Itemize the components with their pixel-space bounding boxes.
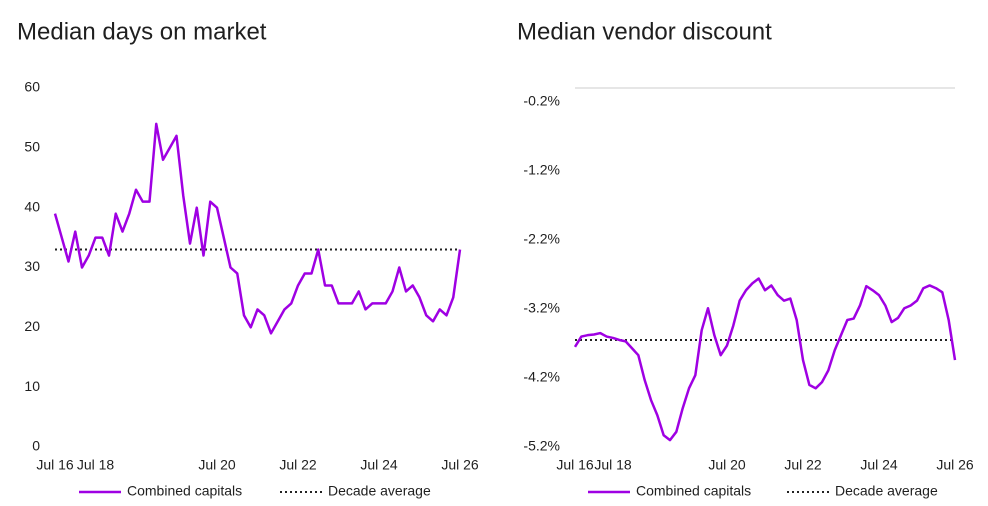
legend-label: Combined capitals [636, 483, 751, 499]
legend-label: Combined capitals [127, 483, 242, 499]
y-tick-label: 30 [24, 258, 40, 274]
y-tick-label: 0 [32, 438, 40, 454]
x-tick-label: Jul 26 [441, 457, 479, 473]
legend-label: Decade average [328, 483, 431, 499]
x-tick-label: Jul 22 [784, 457, 822, 473]
chart-title: Median days on market [17, 18, 267, 45]
y-tick-label: -4.2% [523, 369, 560, 385]
y-tick-label: -0.2% [523, 93, 560, 109]
x-tick-label: Jul 24 [860, 457, 898, 473]
x-tick-label: Jul 18 [77, 457, 115, 473]
y-tick-label: -3.2% [523, 300, 560, 316]
x-tick-label: Jul 20 [198, 457, 236, 473]
chart-title: Median vendor discount [517, 18, 772, 45]
data-line [573, 277, 957, 442]
x-tick-label: Jul 26 [936, 457, 974, 473]
legend-label: Decade average [835, 483, 938, 499]
x-tick-label: Jul 16 [556, 457, 594, 473]
x-tick-label: Jul 22 [279, 457, 317, 473]
y-tick-label: -5.2% [523, 438, 560, 454]
x-tick-label: Jul 20 [708, 457, 746, 473]
y-tick-label: 10 [24, 378, 40, 394]
y-tick-label: 50 [24, 139, 40, 155]
y-tick-label: -1.2% [523, 162, 560, 178]
y-tick-label: -2.2% [523, 231, 560, 247]
x-tick-label: Jul 18 [594, 457, 632, 473]
y-tick-label: 60 [24, 79, 40, 95]
x-tick-label: Jul 24 [360, 457, 398, 473]
y-tick-label: 40 [24, 198, 40, 214]
y-tick-label: 20 [24, 318, 40, 334]
data-line [53, 122, 462, 335]
x-tick-label: Jul 16 [36, 457, 74, 473]
